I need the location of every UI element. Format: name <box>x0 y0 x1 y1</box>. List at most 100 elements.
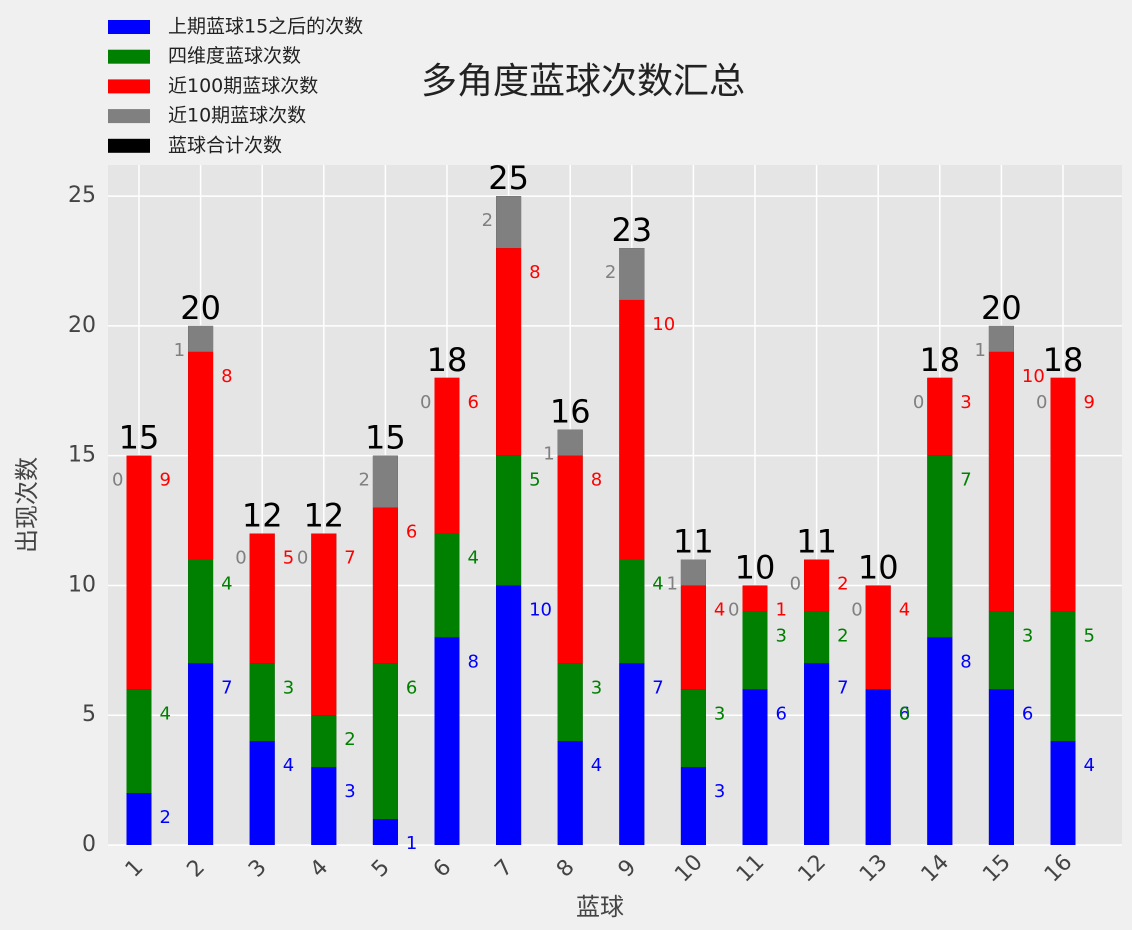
value-label: 7 <box>221 677 232 698</box>
value-label: 3 <box>344 781 355 802</box>
bar-segment <box>742 689 768 845</box>
value-label: 6 <box>406 522 417 543</box>
bar-segment <box>557 663 583 742</box>
value-label: 2 <box>344 729 355 750</box>
total-label: 12 <box>242 497 283 535</box>
x-tick-label: 15 <box>978 850 1015 887</box>
total-label: 18 <box>427 341 468 379</box>
value-label: 3 <box>591 677 602 698</box>
bar-segment <box>372 819 398 845</box>
bar-segment <box>680 585 706 690</box>
value-label: 4 <box>899 599 910 620</box>
legend-swatch <box>108 109 150 124</box>
plot-area <box>108 165 1122 845</box>
value-label: 0 <box>297 548 308 569</box>
total-label: 18 <box>1043 341 1084 379</box>
value-label: 4 <box>283 755 294 776</box>
value-label: 4 <box>714 599 725 620</box>
value-label: 3 <box>960 392 971 413</box>
bar-segment <box>557 455 583 664</box>
total-label: 10 <box>858 548 899 586</box>
value-label: 0 <box>1036 392 1047 413</box>
value-label: 6 <box>468 392 479 413</box>
x-tick-label: 13 <box>855 850 892 887</box>
x-tick-label: 12 <box>794 850 831 887</box>
bar-segment <box>557 429 583 456</box>
value-label: 7 <box>960 470 971 491</box>
x-tick-label: 6 <box>429 855 457 883</box>
bar-segment <box>1050 377 1076 612</box>
x-tick-label: 8 <box>552 855 580 883</box>
value-label: 10 <box>1022 366 1045 387</box>
total-label: 11 <box>673 523 714 561</box>
value-label: 10 <box>529 599 552 620</box>
total-label: 18 <box>919 341 960 379</box>
bar-segment <box>249 663 275 742</box>
y-tick-label: 5 <box>82 702 96 727</box>
x-tick-label: 2 <box>182 855 210 883</box>
bar-segment <box>742 585 768 612</box>
value-label: 1 <box>174 340 185 361</box>
bar-segment <box>804 559 830 612</box>
bar-segment <box>988 689 1014 845</box>
value-label: 4 <box>652 574 663 595</box>
value-label: 8 <box>591 470 602 491</box>
value-label: 6 <box>776 703 787 724</box>
bar-segment <box>557 741 583 845</box>
bar-segment <box>988 325 1014 352</box>
value-label: 3 <box>283 677 294 698</box>
bar-segment <box>434 637 460 845</box>
value-label: 0 <box>790 574 801 595</box>
legend-label: 蓝球合计次数 <box>168 134 282 156</box>
bar-segment <box>680 559 706 586</box>
value-label: 1 <box>543 444 554 465</box>
legend-label: 近10期蓝球次数 <box>168 105 306 127</box>
bar-segment <box>927 455 953 638</box>
value-label: 2 <box>160 807 171 828</box>
bar-segment <box>619 663 645 845</box>
value-label: 4 <box>591 755 602 776</box>
legend-swatch <box>108 20 150 34</box>
bar-segment <box>1050 741 1076 845</box>
y-tick-label: 15 <box>68 443 96 468</box>
x-tick-label: 14 <box>917 850 954 887</box>
total-label: 10 <box>735 548 776 586</box>
legend-swatch <box>108 79 150 94</box>
total-label: 23 <box>611 211 652 249</box>
value-label: 5 <box>529 470 540 491</box>
value-label: 8 <box>960 651 971 672</box>
bar-segment <box>742 611 768 690</box>
value-label: 3 <box>714 781 725 802</box>
value-label: 8 <box>221 366 232 387</box>
value-label: 2 <box>358 470 369 491</box>
bar-segment <box>680 689 706 768</box>
value-label: 8 <box>468 651 479 672</box>
value-label: 4 <box>1084 755 1095 776</box>
x-tick-label: 5 <box>367 855 395 883</box>
x-tick-label: 9 <box>614 855 642 883</box>
bar-segment <box>865 689 891 845</box>
y-tick-label: 10 <box>68 572 96 597</box>
value-label: 8 <box>529 262 540 283</box>
total-label: 15 <box>119 419 160 457</box>
x-tick-label: 1 <box>121 855 149 883</box>
value-label: 0 <box>913 392 924 413</box>
bar-segment <box>927 377 953 456</box>
total-label: 12 <box>303 497 344 535</box>
x-tick-label: 3 <box>244 855 272 883</box>
value-label: 7 <box>837 677 848 698</box>
value-label: 0 <box>112 470 123 491</box>
x-tick-label: 4 <box>306 855 334 883</box>
value-label: 3 <box>1022 625 1033 646</box>
total-label: 15 <box>365 419 406 457</box>
value-label: 7 <box>344 548 355 569</box>
bar-segment <box>619 299 645 560</box>
value-label: 2 <box>482 210 493 231</box>
x-tick-label: 10 <box>670 850 707 887</box>
value-label: 3 <box>776 625 787 646</box>
bar-segment <box>619 559 645 664</box>
value-label: 2 <box>837 574 848 595</box>
value-label: 1 <box>974 340 985 361</box>
total-label: 16 <box>550 393 591 431</box>
